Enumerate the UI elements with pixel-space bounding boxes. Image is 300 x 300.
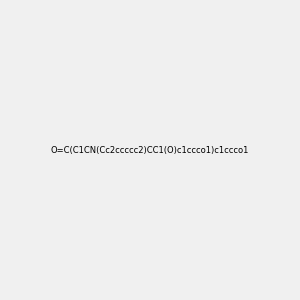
Text: O=C(C1CN(Cc2ccccc2)CC1(O)c1ccco1)c1ccco1: O=C(C1CN(Cc2ccccc2)CC1(O)c1ccco1)c1ccco1 xyxy=(51,146,249,154)
